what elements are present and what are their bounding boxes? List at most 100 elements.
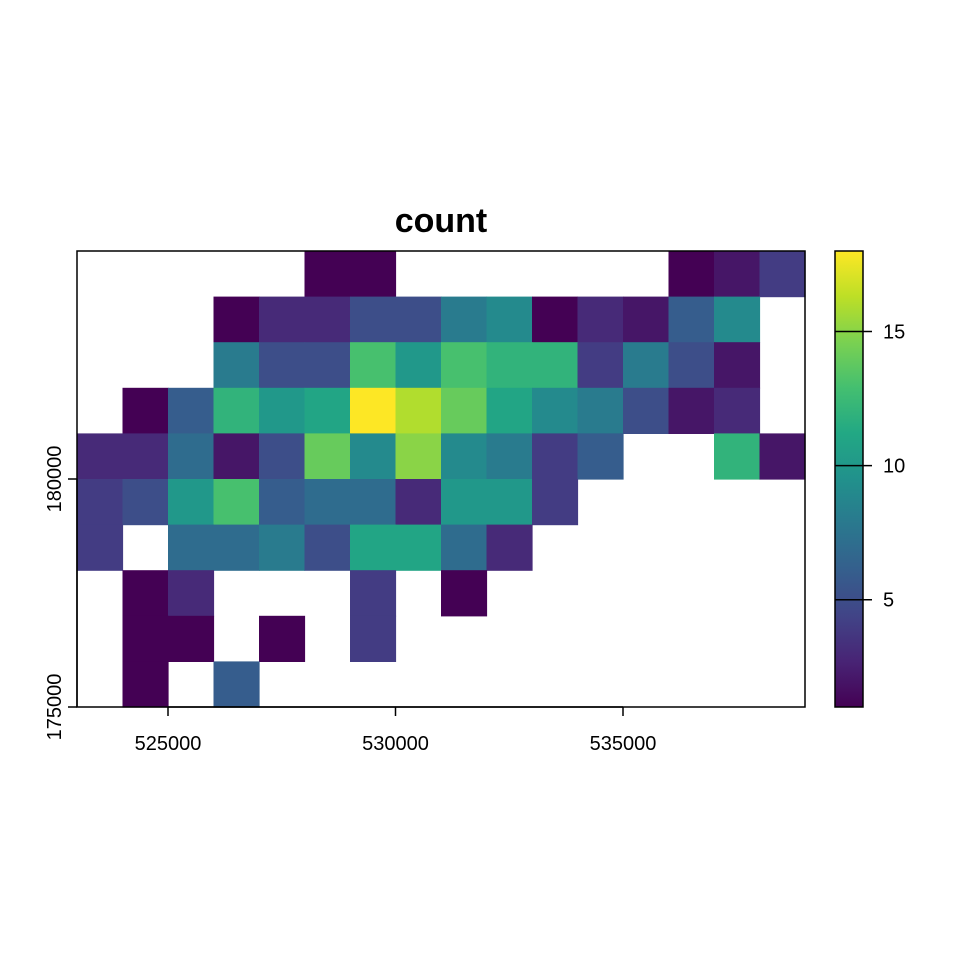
raster-cell <box>168 570 215 617</box>
raster-cell <box>532 296 579 343</box>
raster-cell <box>304 479 351 526</box>
raster-cell <box>532 342 579 389</box>
raster-cell <box>168 524 215 571</box>
x-tick-label: 525000 <box>135 733 202 755</box>
raster-cell <box>304 251 351 298</box>
raster-cell <box>259 524 306 571</box>
raster-cell <box>350 296 397 343</box>
y-tick-label: 175000 <box>44 674 66 741</box>
raster-cell <box>395 479 442 526</box>
raster-cell <box>304 433 351 480</box>
raster-cell <box>304 342 351 389</box>
raster-cell <box>213 296 260 343</box>
raster-cell <box>259 342 306 389</box>
raster-cell <box>441 479 488 526</box>
raster-cell <box>213 433 260 480</box>
colorbar <box>834 250 864 708</box>
raster-cell <box>395 433 442 480</box>
raster-cell <box>532 433 579 480</box>
raster-cell <box>714 433 761 480</box>
raster-cell <box>350 387 397 434</box>
raster-cell <box>350 251 397 298</box>
raster-cell <box>395 342 442 389</box>
raster-cell <box>714 342 761 389</box>
raster-cell <box>486 524 533 571</box>
raster-cell <box>486 479 533 526</box>
raster-cell <box>259 387 306 434</box>
raster-cell <box>350 570 397 617</box>
x-tick-label: 535000 <box>590 733 657 755</box>
raster-cell <box>168 479 215 526</box>
raster-cell <box>532 479 579 526</box>
raster-cell <box>532 387 579 434</box>
raster-cell <box>213 479 260 526</box>
raster-cell <box>168 387 215 434</box>
raster-cell <box>759 251 806 298</box>
raster-cell <box>668 342 715 389</box>
raster-cell <box>122 433 169 480</box>
raster-cell <box>122 570 169 617</box>
raster-cell <box>350 433 397 480</box>
raster-cell <box>213 524 260 571</box>
raster-cell <box>714 387 761 434</box>
raster-cell <box>714 251 761 298</box>
colorbar-tick-label: 5 <box>883 590 894 612</box>
raster-cell <box>213 661 260 708</box>
raster-cell <box>350 615 397 662</box>
x-axis: 525000 530000 535000 <box>135 706 657 755</box>
raster-cell <box>77 524 124 571</box>
colorbar-tick-label: 10 <box>883 456 905 478</box>
raster-cell <box>759 433 806 480</box>
raster-cell <box>441 570 488 617</box>
chart-title: count <box>395 202 488 240</box>
raster-cell <box>350 342 397 389</box>
raster-cell <box>122 387 169 434</box>
raster-cell <box>168 615 215 662</box>
raster-cell <box>668 387 715 434</box>
raster-cell <box>213 342 260 389</box>
raster-cell <box>441 342 488 389</box>
x-tick-label: 530000 <box>362 733 429 755</box>
raster-cell <box>441 296 488 343</box>
raster-cell <box>623 342 670 389</box>
raster-cell <box>122 479 169 526</box>
raster-cell <box>623 387 670 434</box>
raster-cell <box>259 433 306 480</box>
raster-cell <box>577 387 624 434</box>
raster-cell <box>350 479 397 526</box>
colorbar-axis: 5 10 15 <box>835 321 905 612</box>
raster-cell <box>441 433 488 480</box>
raster-cell <box>486 296 533 343</box>
raster-cell <box>259 296 306 343</box>
raster-cells <box>77 251 806 708</box>
raster-cell <box>213 387 260 434</box>
raster-cell <box>395 296 442 343</box>
y-axis: 175000 180000 <box>44 446 78 741</box>
raster-cell <box>77 433 124 480</box>
raster-cell <box>259 479 306 526</box>
raster-cell <box>668 296 715 343</box>
raster-cell <box>168 433 215 480</box>
raster-cell <box>486 433 533 480</box>
raster-cell <box>122 661 169 708</box>
raster-cell <box>395 524 442 571</box>
raster-cell <box>350 524 397 571</box>
raster-cell <box>441 387 488 434</box>
raster-cell <box>577 433 624 480</box>
raster-cell <box>714 296 761 343</box>
raster-cell <box>304 524 351 571</box>
raster-cell <box>577 296 624 343</box>
raster-cell <box>486 387 533 434</box>
raster-cell <box>668 251 715 298</box>
raster-cell <box>304 387 351 434</box>
raster-cell <box>259 615 306 662</box>
raster-cell <box>395 387 442 434</box>
y-tick-label: 180000 <box>44 446 66 513</box>
raster-cell <box>304 296 351 343</box>
raster-cell <box>122 615 169 662</box>
raster-cell <box>77 479 124 526</box>
raster-cell <box>623 296 670 343</box>
raster-cell <box>486 342 533 389</box>
raster-cell <box>577 342 624 389</box>
